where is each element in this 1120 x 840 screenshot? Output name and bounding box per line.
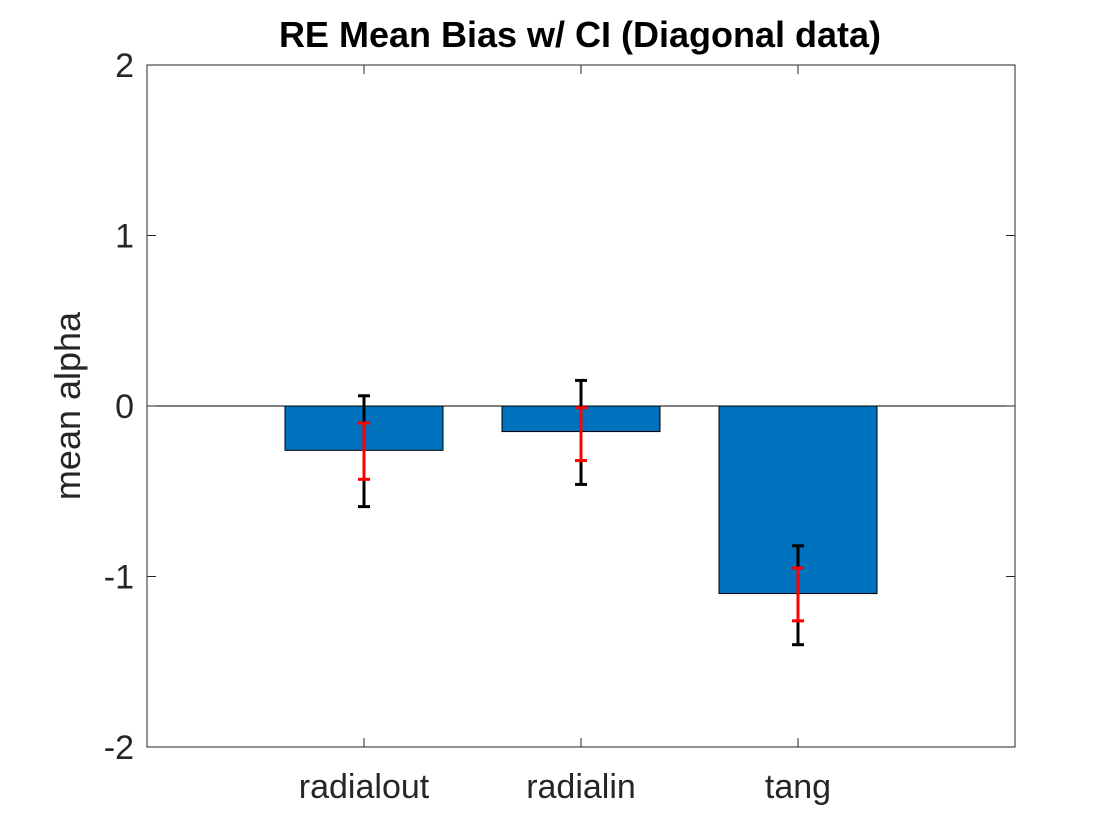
plot-area: -2 -1 0 1 2 radialout radialin tang xyxy=(104,47,1016,806)
chart-title: RE Mean Bias w/ CI (Diagonal data) xyxy=(279,14,881,55)
y-tick-label: -2 xyxy=(104,729,134,767)
y-axis-label: mean alpha xyxy=(47,311,88,500)
x-tick-label: radialin xyxy=(526,768,636,806)
y-tick-label: 2 xyxy=(115,47,134,85)
x-tick-label: radialout xyxy=(299,768,430,806)
x-tick-label: tang xyxy=(765,768,831,806)
y-tick-label: 1 xyxy=(115,218,134,256)
y-tick-label: 0 xyxy=(115,388,134,426)
y-tick-label: -1 xyxy=(104,559,134,597)
